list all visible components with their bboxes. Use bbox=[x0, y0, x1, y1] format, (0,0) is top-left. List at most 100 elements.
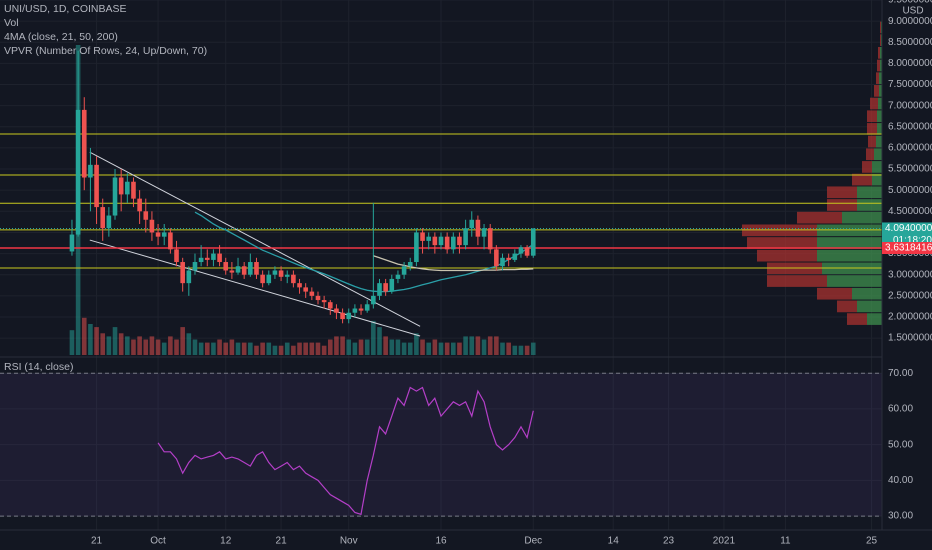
vpvr-down bbox=[852, 173, 872, 186]
candle-body bbox=[340, 312, 345, 320]
x-tick-label: 2021 bbox=[713, 536, 736, 547]
volume-bar bbox=[149, 336, 155, 355]
candle-body bbox=[100, 207, 106, 229]
candle-body bbox=[278, 270, 284, 277]
volume-bar bbox=[180, 327, 185, 355]
volume-bar bbox=[229, 339, 235, 355]
candle-body bbox=[383, 283, 388, 292]
candle-body bbox=[327, 302, 333, 309]
volume-bar bbox=[487, 336, 493, 355]
candle-body bbox=[334, 308, 339, 313]
x-tick-label: 25 bbox=[866, 536, 878, 547]
candle-body bbox=[414, 232, 419, 263]
volume-bar bbox=[278, 345, 284, 355]
volume-bar bbox=[241, 342, 247, 355]
candle-body bbox=[118, 177, 124, 195]
y-tick-label: 1.50000000 bbox=[888, 333, 932, 344]
vpvr-up bbox=[867, 313, 882, 325]
vpvr-down bbox=[797, 211, 842, 224]
rsi-band bbox=[0, 373, 882, 517]
countdown: 01:18:20 bbox=[893, 235, 932, 246]
vpvr-up bbox=[857, 300, 882, 313]
volume-bar bbox=[444, 342, 450, 355]
vpvr-down bbox=[877, 59, 880, 72]
candle-body bbox=[248, 262, 253, 275]
candle-body bbox=[69, 234, 75, 252]
volume-bar bbox=[155, 339, 161, 355]
volume-bar bbox=[309, 342, 315, 355]
candle-body bbox=[174, 249, 179, 263]
vpvr-up bbox=[877, 123, 882, 135]
candle-body bbox=[518, 247, 524, 254]
candle-body bbox=[389, 278, 395, 292]
vpvr-up bbox=[857, 199, 882, 211]
candle-body bbox=[112, 177, 118, 216]
volume-bar bbox=[69, 330, 75, 355]
volume-bar bbox=[420, 339, 425, 355]
volume-bar bbox=[303, 342, 308, 355]
candle-body bbox=[364, 304, 370, 311]
price-label: 3.63184167 bbox=[885, 243, 932, 254]
volume-bar bbox=[524, 345, 530, 355]
moving-average bbox=[194, 211, 534, 293]
y-tick-label: 40.00 bbox=[888, 475, 913, 486]
candle-body bbox=[211, 253, 216, 260]
vpvr-down bbox=[837, 300, 857, 313]
volume-bar bbox=[371, 320, 376, 355]
x-tick-label: 21 bbox=[91, 536, 103, 547]
vpvr-down bbox=[862, 161, 872, 173]
vpvr-up bbox=[842, 211, 882, 224]
volume-bar bbox=[457, 342, 462, 355]
vpvr-up bbox=[827, 275, 882, 287]
x-tick-label: Nov bbox=[340, 536, 358, 547]
candle-body bbox=[358, 308, 364, 311]
candle-body bbox=[346, 312, 352, 320]
candle-body bbox=[168, 232, 173, 250]
vpvr-up bbox=[880, 46, 882, 59]
volume-bar bbox=[297, 342, 302, 355]
volume-bar bbox=[463, 336, 468, 355]
candle-body bbox=[303, 287, 308, 292]
volume-bar bbox=[143, 339, 149, 355]
y-tick-label: 5.00000000 bbox=[888, 185, 932, 196]
candle-body bbox=[377, 283, 382, 296]
vpvr-up bbox=[817, 237, 882, 249]
vpvr-down bbox=[866, 148, 874, 161]
volume-bar bbox=[340, 336, 345, 355]
volume-bar bbox=[407, 342, 413, 355]
x-tick-label: 21 bbox=[276, 536, 288, 547]
vpvr-up bbox=[852, 287, 882, 300]
candle-body bbox=[155, 232, 161, 237]
candle-body bbox=[506, 257, 511, 260]
candle-body bbox=[81, 109, 87, 178]
candle-body bbox=[321, 300, 327, 303]
trendline bbox=[89, 239, 421, 337]
y-tick-label: 70.00 bbox=[888, 368, 913, 379]
y-tick-label: 8.50000000 bbox=[888, 37, 932, 48]
volume-bar bbox=[137, 336, 142, 355]
x-tick-label: Dec bbox=[524, 536, 542, 547]
volume-bar bbox=[451, 342, 456, 355]
candle-body bbox=[198, 257, 204, 263]
volume-bar bbox=[500, 342, 505, 355]
y-tick-label: 6.00000000 bbox=[888, 143, 932, 154]
candle-body bbox=[352, 308, 358, 313]
volume-bar bbox=[211, 342, 216, 355]
candle-body bbox=[315, 295, 321, 301]
candle-body bbox=[272, 270, 278, 275]
vpvr-down bbox=[870, 97, 878, 110]
vpvr-up bbox=[874, 148, 882, 161]
candle-body bbox=[204, 257, 210, 260]
volume-bar bbox=[235, 342, 241, 355]
volume-bar bbox=[254, 345, 259, 355]
vpvr-up bbox=[872, 173, 882, 186]
volume-bar bbox=[334, 336, 339, 355]
vpvr-up bbox=[872, 161, 882, 173]
candle-body bbox=[217, 253, 222, 263]
volume-bar bbox=[426, 342, 431, 355]
candle-body bbox=[401, 266, 407, 275]
x-tick-label: 14 bbox=[608, 536, 620, 547]
candle-body bbox=[229, 270, 235, 273]
volume-bar bbox=[494, 336, 499, 355]
